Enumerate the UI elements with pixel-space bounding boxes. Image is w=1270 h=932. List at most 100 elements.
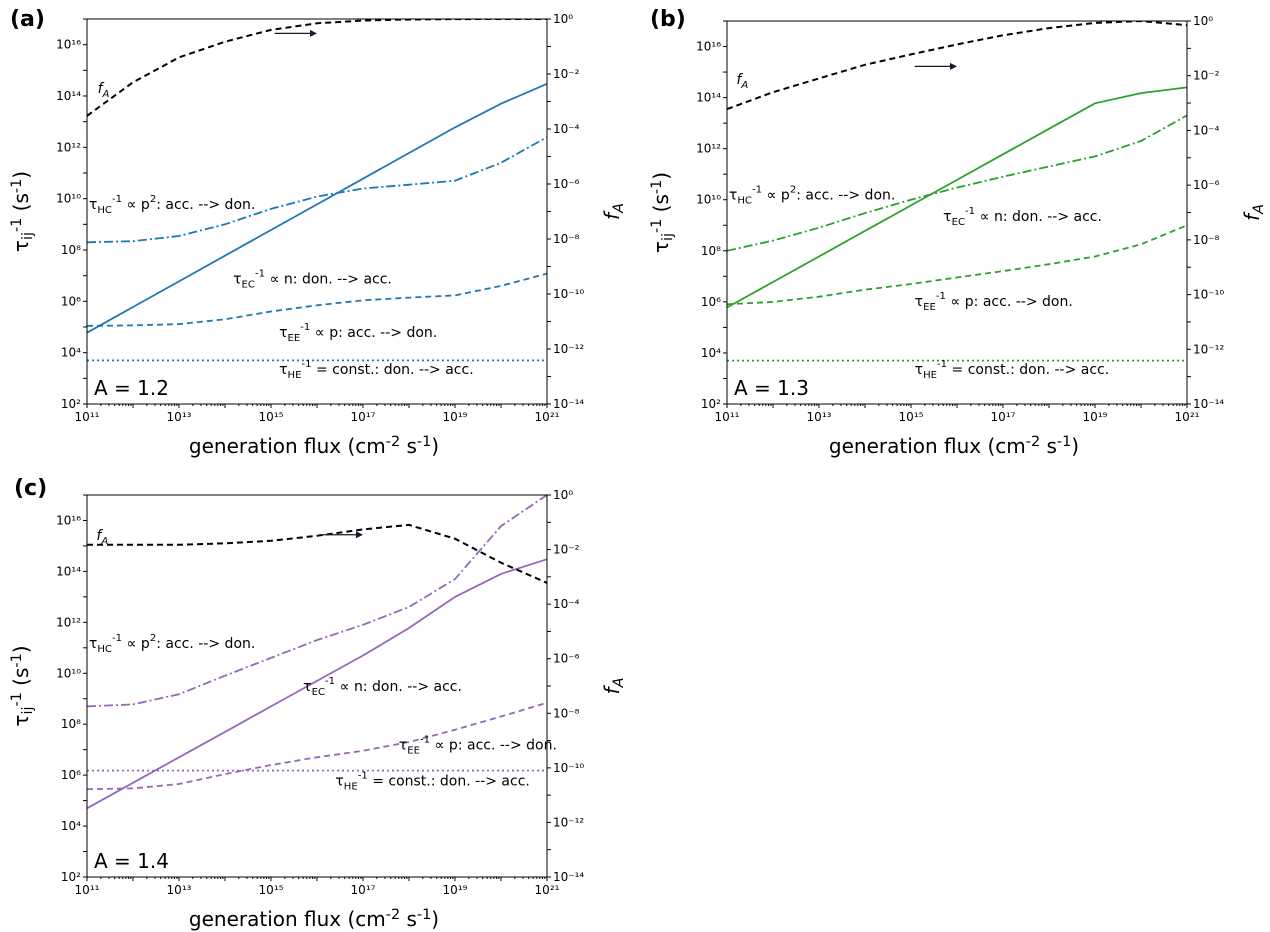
series-line-5 bbox=[87, 523, 547, 584]
y-tick-label: 10⁸ bbox=[61, 717, 81, 731]
a-value-label: A = 1.2 bbox=[94, 376, 169, 400]
series-annotation-2: τHC-1 ∝ p2: acc. --> don. bbox=[729, 185, 895, 207]
y-tick-label: 10⁸ bbox=[701, 244, 721, 258]
text-span: -1 bbox=[301, 359, 311, 370]
text-span: -1 bbox=[649, 219, 665, 233]
text-span: : acc. --> don. bbox=[156, 197, 255, 213]
text-span: -1 bbox=[417, 907, 431, 923]
text-span: (s bbox=[649, 194, 673, 219]
x-tick-label: 10¹¹ bbox=[75, 883, 100, 897]
y2-axis-label: fA bbox=[600, 203, 627, 220]
text-span: τ bbox=[9, 240, 33, 252]
series-annotation-1: τEC-1 ∝ n: don. --> acc. bbox=[943, 206, 1102, 228]
text-span: s bbox=[400, 907, 417, 931]
text-span: ) bbox=[9, 171, 33, 179]
text-span: ∝ n: don. --> acc. bbox=[975, 209, 1102, 225]
text-span: HE bbox=[344, 781, 358, 792]
text-span: EE bbox=[288, 333, 301, 344]
text-span: -1 bbox=[1057, 434, 1071, 450]
text-span: ) bbox=[431, 434, 439, 458]
y-tick-label: 10¹⁴ bbox=[56, 564, 81, 578]
series-line-1 bbox=[87, 558, 547, 810]
x-tick-label: 10²¹ bbox=[535, 883, 560, 897]
text-span: (s bbox=[9, 668, 33, 693]
text-span: ) bbox=[1071, 434, 1079, 458]
series-annotation-3: τEE-1 ∝ p: acc. --> don. bbox=[279, 322, 437, 344]
text-span: HC bbox=[97, 205, 112, 216]
text-span: A bbox=[100, 536, 108, 547]
arrow-head bbox=[356, 531, 363, 539]
text-span: ∝ n: don. --> acc. bbox=[335, 679, 462, 695]
text-span: HE bbox=[288, 370, 302, 381]
series-annotation-5: fA bbox=[96, 528, 108, 547]
x-tick-label: 10¹⁵ bbox=[899, 410, 924, 424]
x-tick-label: 10¹⁹ bbox=[443, 883, 468, 897]
text-span: f bbox=[600, 210, 624, 220]
arrow-head bbox=[950, 62, 957, 70]
y-tick-label: 10⁴ bbox=[61, 346, 81, 360]
text-span: ∝ p: acc. --> don. bbox=[946, 294, 1073, 310]
series-line-2 bbox=[727, 114, 1187, 252]
text-span: ∝ p bbox=[762, 188, 790, 204]
x-tick-label: 10¹¹ bbox=[715, 410, 740, 424]
y2-tick-label: 10⁰ bbox=[1193, 14, 1213, 28]
chart-panel-2: 10¹¹ 10¹³ 10¹⁵ 10¹⁷ 10¹⁹ 10²¹ 10² 10⁴ 10⁶ 10⁸ 10¹⁰… bbox=[649, 7, 1267, 458]
text-span: ) bbox=[431, 907, 439, 931]
text-span: f bbox=[600, 684, 624, 694]
plot-frame bbox=[726, 20, 1188, 405]
text-span: -1 bbox=[9, 653, 25, 667]
text-span: τ bbox=[943, 209, 951, 225]
series-annotation-1: τEC-1 ∝ n: don. --> acc. bbox=[303, 676, 462, 698]
text-span: -1 bbox=[9, 179, 25, 193]
panel-label: (c) bbox=[14, 476, 47, 501]
text-span: ∝ p bbox=[122, 636, 150, 652]
text-span: -1 bbox=[9, 692, 25, 706]
y2-tick-label: 10⁻¹² bbox=[553, 815, 584, 829]
series-annotation-5: fA bbox=[736, 72, 748, 91]
y2-axis-label: fA bbox=[1240, 204, 1267, 221]
text-span: generation flux (cm bbox=[189, 907, 386, 931]
text-span: τ bbox=[279, 362, 287, 378]
y-tick-label: 10¹² bbox=[696, 142, 721, 156]
text-span: (s bbox=[9, 193, 33, 218]
text-span: HC bbox=[97, 644, 112, 655]
x-tick-label: 10¹⁷ bbox=[351, 883, 376, 897]
y-axis-label: τij-1 (s-1) bbox=[9, 645, 36, 726]
text-span: ) bbox=[649, 172, 673, 180]
text-span: τ bbox=[303, 679, 311, 695]
y2-axis-label: fA bbox=[600, 678, 627, 695]
a-value-label: A = 1.3 bbox=[734, 376, 809, 400]
x-axis-label: generation flux (cm-2 s-1) bbox=[189, 434, 439, 458]
text-span: τ bbox=[233, 271, 241, 287]
text-span: f bbox=[98, 81, 105, 97]
y2-tick-label: 10⁰ bbox=[553, 488, 573, 502]
y2-tick-label: 10⁻⁴ bbox=[1193, 123, 1220, 137]
y-tick-label: 10² bbox=[61, 397, 81, 411]
x-tick-label: 10¹⁷ bbox=[351, 410, 376, 424]
y-tick-label: 10¹² bbox=[56, 615, 81, 629]
y2-tick-label: 10⁻¹⁴ bbox=[1193, 397, 1224, 411]
text-span: : acc. --> don. bbox=[796, 188, 895, 204]
text-span: -1 bbox=[649, 180, 665, 194]
text-span: EC bbox=[242, 279, 255, 290]
y2-tick-label: 10⁻¹⁴ bbox=[553, 397, 584, 411]
x-tick-label: 10¹⁹ bbox=[1083, 410, 1108, 424]
y2-tick-label: 10⁻⁸ bbox=[553, 706, 580, 720]
text-span: τ bbox=[89, 197, 97, 213]
text-span: f bbox=[96, 528, 103, 544]
x-tick-label: 10¹¹ bbox=[75, 410, 100, 424]
text-span: = const.: don. --> acc. bbox=[368, 773, 530, 789]
text-span: τ bbox=[399, 738, 407, 754]
text-span: -1 bbox=[936, 291, 946, 302]
chart-panel-1: 10¹¹ 10¹³ 10¹⁵ 10¹⁷ 10¹⁹ 10²¹ 10² 10⁴ 10⁶ 10⁸ 10¹⁰… bbox=[9, 7, 627, 458]
x-tick-label: 10¹⁷ bbox=[991, 410, 1016, 424]
y-axis-label: τij-1 (s-1) bbox=[649, 172, 676, 253]
x-tick-label: 10²¹ bbox=[1175, 410, 1200, 424]
text-span: s bbox=[400, 434, 417, 458]
y2-tick-label: 10⁻⁴ bbox=[553, 597, 580, 611]
text-span: -1 bbox=[325, 676, 335, 687]
text-span: τ bbox=[89, 636, 97, 652]
x-tick-label: 10¹³ bbox=[167, 883, 192, 897]
y2-tick-label: 10⁻⁸ bbox=[553, 232, 580, 246]
text-span: -2 bbox=[386, 434, 400, 450]
